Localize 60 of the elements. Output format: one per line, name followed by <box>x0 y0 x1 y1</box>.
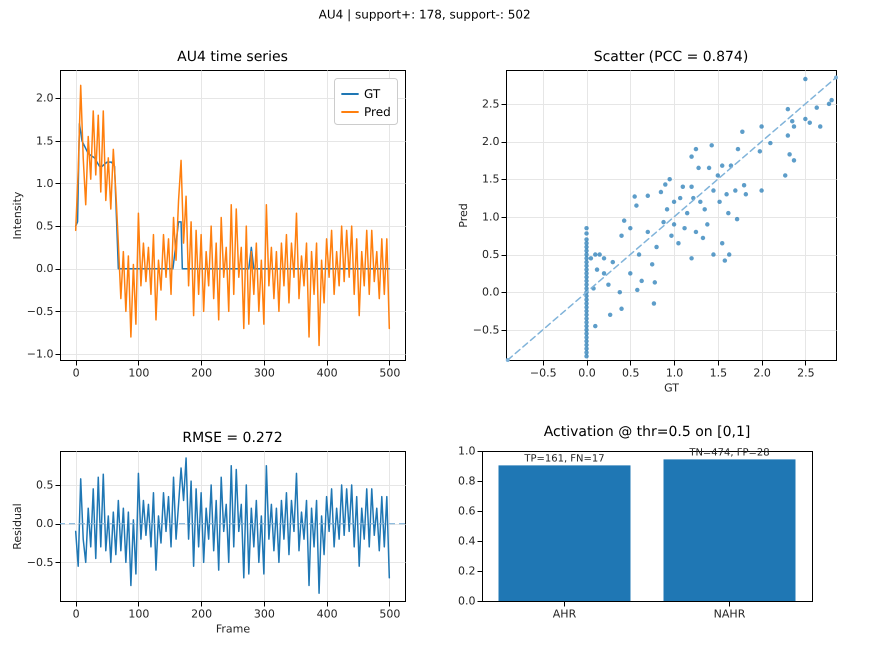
y-tick-label: 0.6 <box>458 504 476 518</box>
chart-title: AU4 time series <box>177 49 288 65</box>
y-tick-label: 0.5 <box>36 220 54 233</box>
x-tick-label: −0.5 <box>530 366 557 380</box>
data-label: TP=161, FN=17 <box>523 453 605 464</box>
x-tick-label: 100 <box>128 366 150 380</box>
x-tick-label: 100 <box>128 608 150 620</box>
x-tick-label: 1.5 <box>710 366 728 380</box>
y-tick-label: −0.5 <box>26 556 54 569</box>
y-tick-label: 0.0 <box>36 517 54 530</box>
y-tick-label: 2.0 <box>482 135 500 148</box>
y-tick-label: 1.5 <box>482 172 500 186</box>
line-series <box>74 84 390 346</box>
x-tick-label: 0 <box>72 366 80 380</box>
x-tick-label: 1.0 <box>666 366 684 380</box>
x-tick-label: 400 <box>316 608 338 620</box>
x-tick-label: 500 <box>379 366 400 380</box>
chart-title: Activation @ thr=0.5 on [0,1] <box>544 424 750 440</box>
x-tick-label: 500 <box>379 608 400 620</box>
y-axis-title: Residual <box>10 503 24 550</box>
y-tick-label: −0.5 <box>472 323 500 336</box>
y-tick-label: 0.0 <box>36 262 54 276</box>
chart-title: Scatter (PCC = 0.874) <box>594 49 748 65</box>
x-tick-label: 0.0 <box>578 366 596 380</box>
y-tick-label: −0.5 <box>26 304 54 318</box>
y-tick-label: 1.5 <box>36 134 54 148</box>
x-tick-label: 200 <box>191 366 212 380</box>
y-tick-label: 0.0 <box>482 286 500 299</box>
x-tick-label: 400 <box>316 366 338 380</box>
chart-title: RMSE = 0.272 <box>182 430 283 446</box>
y-tick-label: 0.4 <box>458 534 476 548</box>
y-tick-label: 1.0 <box>36 176 54 190</box>
y-axis-title: Intensity <box>10 191 24 240</box>
y-tick-label: 1.0 <box>482 210 500 224</box>
x-tick-label: 0 <box>72 608 80 620</box>
x-tick-label: NAHR <box>714 608 746 620</box>
y-tick-label: 0.5 <box>36 478 54 492</box>
x-tick-label: 0.5 <box>622 366 640 380</box>
y-tick-label: 0.5 <box>482 248 500 262</box>
y-tick-label: 2.5 <box>482 97 500 110</box>
legend-label: GT <box>364 87 381 101</box>
x-axis-title: Frame <box>216 622 250 636</box>
y-tick-label: 0.0 <box>458 594 476 608</box>
y-axis-title: Pred <box>456 203 470 228</box>
text: AU4 | support+: 178, support-: 502 <box>318 8 531 22</box>
x-tick-label: 300 <box>254 608 275 620</box>
x-tick-label: 2.5 <box>797 366 815 380</box>
y-tick-label: 1.0 <box>458 444 476 458</box>
x-tick-label: AHR <box>552 608 577 620</box>
y-tick-label: 2.0 <box>36 92 54 105</box>
x-axis-title: GT <box>664 382 680 394</box>
y-tick-label: −1.0 <box>26 348 54 361</box>
line-series <box>74 122 390 270</box>
x-tick-label: 200 <box>191 608 212 620</box>
legend-label: Pred <box>364 105 391 119</box>
x-tick-label: 2.0 <box>753 366 771 380</box>
y-tick-label: 0.8 <box>458 474 476 488</box>
x-tick-label: 300 <box>254 366 275 380</box>
line-series <box>74 457 390 594</box>
y-tick-label: 0.2 <box>458 564 476 578</box>
